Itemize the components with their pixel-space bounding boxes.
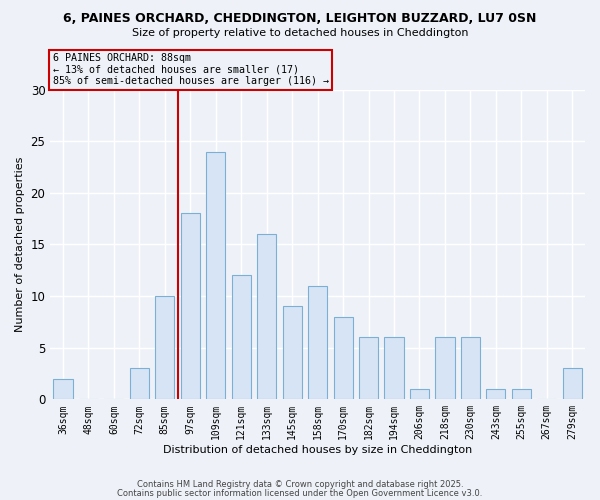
Text: Size of property relative to detached houses in Cheddington: Size of property relative to detached ho…: [132, 28, 468, 38]
Bar: [206, 152, 226, 400]
Text: Contains public sector information licensed under the Open Government Licence v3: Contains public sector information licen…: [118, 488, 482, 498]
Y-axis label: Number of detached properties: Number of detached properties: [15, 157, 25, 332]
Bar: [359, 338, 378, 400]
Bar: [283, 306, 302, 400]
Bar: [385, 338, 404, 400]
Bar: [410, 389, 429, 400]
Bar: [155, 296, 175, 400]
Bar: [563, 368, 582, 400]
X-axis label: Distribution of detached houses by size in Cheddington: Distribution of detached houses by size …: [163, 445, 472, 455]
Bar: [487, 389, 505, 400]
Bar: [232, 276, 251, 400]
Bar: [436, 338, 455, 400]
Bar: [181, 214, 200, 400]
Text: Contains HM Land Registry data © Crown copyright and database right 2025.: Contains HM Land Registry data © Crown c…: [137, 480, 463, 489]
Bar: [461, 338, 480, 400]
Text: 6 PAINES ORCHARD: 88sqm
← 13% of detached houses are smaller (17)
85% of semi-de: 6 PAINES ORCHARD: 88sqm ← 13% of detache…: [53, 54, 329, 86]
Bar: [512, 389, 531, 400]
Bar: [334, 316, 353, 400]
Bar: [53, 378, 73, 400]
Text: 6, PAINES ORCHARD, CHEDDINGTON, LEIGHTON BUZZARD, LU7 0SN: 6, PAINES ORCHARD, CHEDDINGTON, LEIGHTON…: [64, 12, 536, 26]
Bar: [257, 234, 276, 400]
Bar: [308, 286, 327, 400]
Bar: [130, 368, 149, 400]
